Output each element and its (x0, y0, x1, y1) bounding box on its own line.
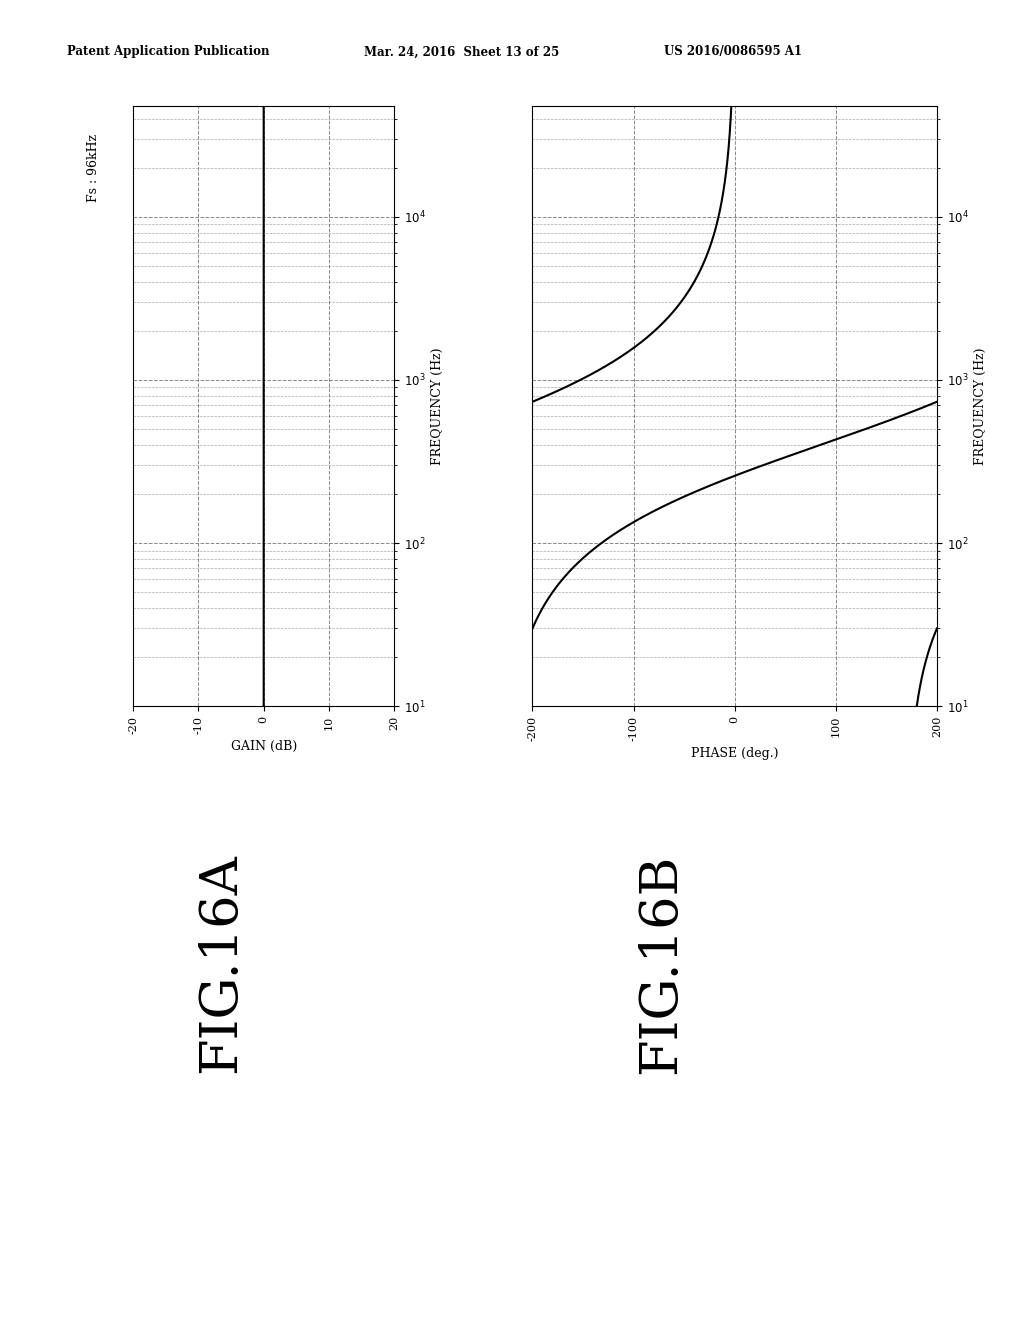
X-axis label: PHASE (deg.): PHASE (deg.) (691, 747, 778, 759)
Y-axis label: FREQUENCY (Hz): FREQUENCY (Hz) (431, 347, 444, 465)
Y-axis label: FREQUENCY (Hz): FREQUENCY (Hz) (974, 347, 987, 465)
Text: Mar. 24, 2016  Sheet 13 of 25: Mar. 24, 2016 Sheet 13 of 25 (364, 45, 559, 58)
Text: FIG.16B: FIG.16B (635, 854, 686, 1073)
Text: US 2016/0086595 A1: US 2016/0086595 A1 (664, 45, 802, 58)
X-axis label: GAIN (dB): GAIN (dB) (230, 739, 297, 752)
Text: Patent Application Publication: Patent Application Publication (67, 45, 269, 58)
Text: Fs : 96kHz: Fs : 96kHz (87, 133, 100, 202)
Text: FIG.16A: FIG.16A (195, 854, 246, 1073)
